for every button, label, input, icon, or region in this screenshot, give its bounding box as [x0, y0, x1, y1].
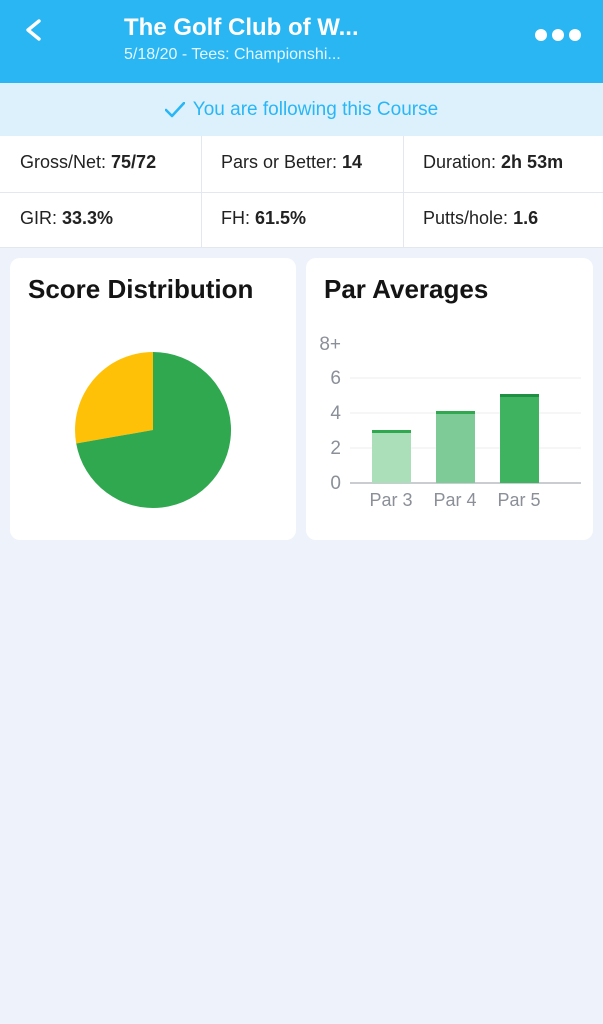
svg-text:4: 4: [330, 403, 341, 424]
svg-text:0: 0: [330, 473, 341, 494]
svg-text:Par 4: Par 4: [433, 490, 476, 510]
svg-text:2: 2: [330, 438, 341, 459]
svg-text:8+: 8+: [319, 334, 341, 355]
svg-text:6: 6: [330, 368, 341, 389]
svg-text:Par 5: Par 5: [497, 490, 540, 510]
svg-text:Par 3: Par 3: [369, 490, 412, 510]
